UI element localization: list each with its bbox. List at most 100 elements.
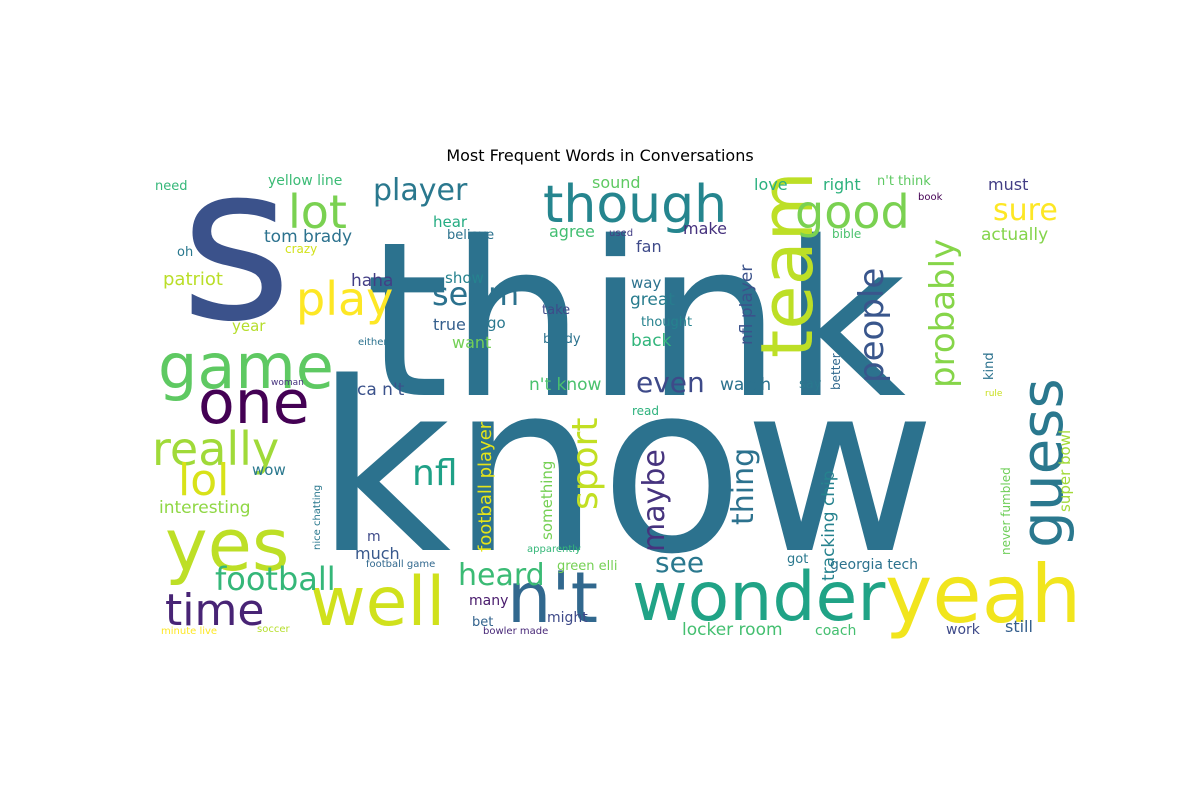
word-true: true xyxy=(433,315,466,334)
word-probably: probably xyxy=(923,239,963,388)
word-need: need xyxy=(155,179,188,194)
word-lot: lot xyxy=(288,185,347,239)
word-thought: thought xyxy=(641,315,692,330)
word-know: know xyxy=(315,333,936,606)
word-football-player: football player xyxy=(475,421,496,552)
word-year: year xyxy=(232,317,266,335)
word-still: still xyxy=(1005,617,1033,636)
word-well: well xyxy=(310,563,445,642)
word-though: though xyxy=(543,175,727,235)
word-bet: bet xyxy=(472,615,493,630)
word-nfl-player: nfl player xyxy=(737,265,757,345)
word-football: football xyxy=(215,560,336,598)
word-something: something xyxy=(538,461,556,540)
word-yeah: yeah xyxy=(885,548,1081,641)
word-much: much xyxy=(355,544,400,563)
word-thing: thing xyxy=(726,448,761,525)
word-bowler-made: bowler made xyxy=(483,626,548,637)
word-agree: agree xyxy=(549,222,595,241)
word-oh: oh xyxy=(177,245,193,260)
word-player: player xyxy=(373,173,468,208)
word-make: make xyxy=(683,219,727,238)
word-play: play xyxy=(296,272,393,326)
word-n-t-know: n't know xyxy=(529,375,602,395)
word-football-game: football game xyxy=(366,559,435,570)
word-ca-n-t: ca n't xyxy=(357,380,405,400)
word-game: game xyxy=(158,330,334,403)
word-brady: brady xyxy=(543,332,581,347)
word-love: love xyxy=(754,175,788,194)
word-watch: watch xyxy=(720,375,771,395)
word-great: great xyxy=(630,290,675,310)
word-really: really xyxy=(152,422,279,476)
word-yes: yes xyxy=(165,503,289,587)
word-woman: woman xyxy=(271,378,304,388)
word-think: think xyxy=(365,195,906,446)
word-never-fumbled: never fumbled xyxy=(999,467,1013,555)
word-way: way xyxy=(631,274,661,292)
word-guess: guess xyxy=(1008,378,1076,548)
word-tom-brady: tom brady xyxy=(264,227,352,247)
word-hear: hear xyxy=(433,213,468,231)
word-even: even xyxy=(636,366,705,399)
word-bible: bible xyxy=(832,227,861,241)
word-take: take xyxy=(542,303,570,318)
word-soccer: soccer xyxy=(257,624,290,635)
word-must: must xyxy=(988,175,1028,194)
word-show: show xyxy=(445,269,484,287)
word-either: either xyxy=(358,337,388,348)
word-n-t-think: n't think xyxy=(877,174,931,189)
word-minute-live: minute live xyxy=(161,626,217,637)
word-right: right xyxy=(823,175,861,194)
word-people: people xyxy=(852,268,892,383)
word-see: see xyxy=(655,546,704,579)
word-nfl: nfl xyxy=(412,453,458,494)
word-maybe: maybe xyxy=(637,449,672,552)
word-yellow-line: yellow line xyxy=(268,173,342,189)
word-used: used xyxy=(609,228,633,239)
word-nice-chatting: nice chatting xyxy=(312,485,323,550)
word-might: might xyxy=(547,610,588,626)
word-seem: seem xyxy=(432,275,519,313)
chart-title: Most Frequent Words in Conversations xyxy=(446,146,754,165)
word-actually: actually xyxy=(981,225,1048,245)
word-sound: sound xyxy=(592,173,641,192)
word-crazy: crazy xyxy=(285,242,317,256)
word-good: good xyxy=(795,185,910,239)
word-green-elli: green elli xyxy=(557,559,618,574)
word-coach: coach xyxy=(815,623,856,639)
word-tracking-chip: tracking chip xyxy=(819,470,839,581)
word-n-t: n't xyxy=(507,557,598,639)
word-heard: heard xyxy=(458,558,545,593)
word-work: work xyxy=(946,622,981,638)
word-georgia-tech: georgia tech xyxy=(830,557,918,573)
word-book: book xyxy=(918,192,943,203)
word-one: one xyxy=(198,368,310,438)
word-apparently: apparently xyxy=(527,544,581,555)
word-m: m xyxy=(367,529,381,545)
word-locker-room: locker room xyxy=(682,620,783,640)
word-fan: fan xyxy=(636,237,662,256)
word-go: go xyxy=(487,314,506,332)
word-back: back xyxy=(631,331,672,351)
word-interesting: interesting xyxy=(159,498,251,518)
word-lol: lol xyxy=(178,455,229,506)
word-rule: rule xyxy=(985,389,1003,399)
word-time: time xyxy=(165,585,264,636)
word-wonder: wonder xyxy=(632,558,885,637)
word-believe: believe xyxy=(447,228,494,243)
word-haha: haha xyxy=(351,271,393,291)
word-super-bowl: super bowl xyxy=(1056,430,1074,512)
word-sure: sure xyxy=(993,193,1058,228)
word-want: want xyxy=(452,333,491,352)
word-team: team xyxy=(745,171,829,358)
word-say: say xyxy=(799,377,822,392)
word-read: read xyxy=(632,404,659,418)
word-patriot: patriot xyxy=(163,269,223,290)
word-better: better xyxy=(829,353,843,390)
word-sport: sport xyxy=(565,417,606,510)
word-got: got xyxy=(787,552,808,567)
word-wow: wow xyxy=(252,461,286,479)
word-s: s xyxy=(180,118,292,369)
